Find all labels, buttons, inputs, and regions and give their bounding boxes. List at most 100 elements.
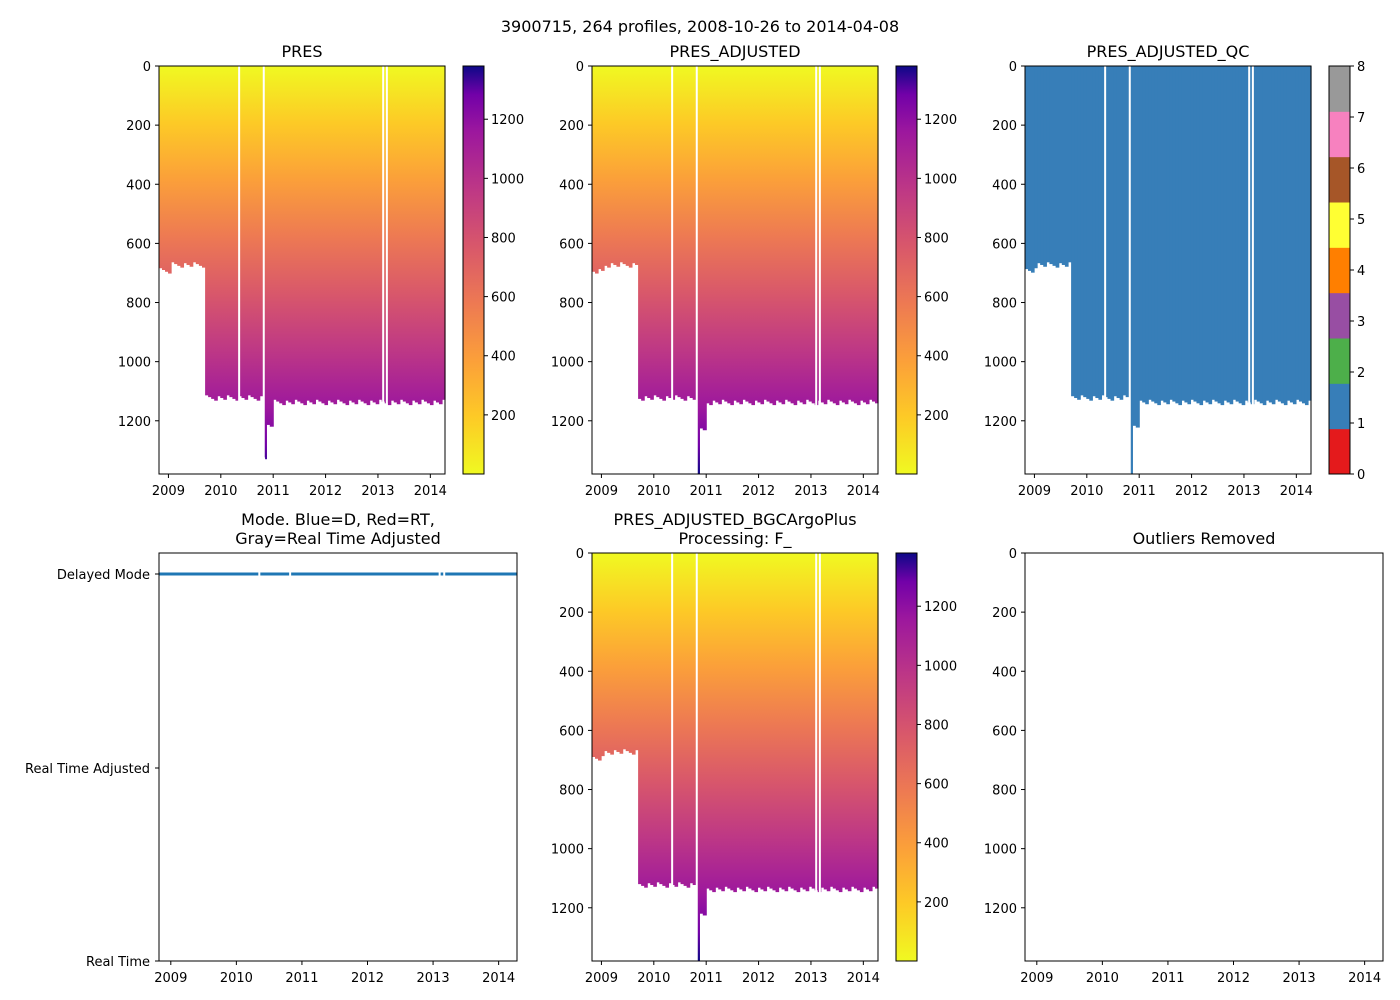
profile-column <box>159 66 163 269</box>
chart-title-line1: Mode. Blue=D, Red=RT, <box>241 510 435 529</box>
profile-column <box>1226 66 1231 403</box>
profile-column <box>853 553 858 889</box>
x-tick-label: 2012 <box>351 971 384 986</box>
profile-column <box>754 66 759 401</box>
y-tick-label: 1000 <box>118 356 151 371</box>
y-tick-label: 600 <box>559 724 584 739</box>
y-tick-label: 600 <box>559 237 584 252</box>
profile-column <box>162 66 166 270</box>
profile-column <box>751 553 756 891</box>
gap-line <box>262 66 265 474</box>
profile-column <box>730 553 734 891</box>
profile-column <box>387 66 392 406</box>
profile-column <box>1205 66 1210 403</box>
heatmap-fill <box>592 66 879 474</box>
profile-column <box>662 553 666 886</box>
profile-column <box>241 66 246 399</box>
colorbar-tick-label: 800 <box>491 231 516 246</box>
profile-column <box>423 66 428 402</box>
profile-column <box>668 66 673 399</box>
profile-column <box>702 553 707 916</box>
gap-line <box>1104 66 1107 474</box>
profile-column <box>709 553 713 891</box>
axes-frame <box>591 552 879 962</box>
profile-column <box>414 66 419 403</box>
profile-column <box>699 66 704 429</box>
colorbar-tick-label: 200 <box>924 896 949 911</box>
profile-column <box>1157 66 1161 406</box>
profile-column <box>871 553 876 887</box>
profile-column <box>250 66 255 398</box>
gap-line <box>695 66 698 474</box>
profile-column <box>671 553 676 886</box>
profile-column <box>668 553 673 884</box>
colorbar-cell <box>1329 111 1350 158</box>
gap-line <box>1251 66 1254 474</box>
profile-column <box>721 66 725 400</box>
profile-column <box>757 66 762 403</box>
profile-column <box>1077 66 1081 400</box>
profile-column <box>656 66 660 398</box>
profile-column <box>674 66 679 396</box>
profile-column <box>432 66 437 401</box>
profile-column <box>1262 66 1267 406</box>
figure-title: 3900715, 264 profiles, 2008-10-26 to 201… <box>501 17 899 36</box>
x-tick-label: 2009 <box>585 971 618 986</box>
profile-column <box>402 66 407 402</box>
chart-title: PRES_ADJUSTED_QC <box>1087 42 1250 62</box>
profile-column <box>823 66 828 405</box>
profile-column <box>1277 66 1282 402</box>
profile-column <box>844 66 849 405</box>
profile-column <box>677 553 682 883</box>
profile-column <box>1049 66 1054 265</box>
x-tick-label: 2014 <box>1280 484 1313 499</box>
profile-column <box>390 66 395 401</box>
x-tick-label: 2011 <box>1151 971 1184 986</box>
x-tick-label: 2013 <box>1283 971 1316 986</box>
gap-line <box>1128 66 1131 474</box>
profile-column <box>808 66 813 402</box>
profile-column <box>635 553 639 751</box>
profile-column <box>769 553 774 889</box>
profile-column <box>1151 66 1155 402</box>
profile-column <box>1086 66 1090 399</box>
profile-column <box>613 553 618 751</box>
profile-column <box>592 66 596 272</box>
profile-column <box>312 66 316 405</box>
chart-title-line2: Processing: F_ <box>678 529 792 549</box>
colorbar-gradient <box>463 66 484 474</box>
colorbar-cell <box>1329 383 1350 430</box>
profile-column <box>1135 66 1140 428</box>
profile-column <box>772 66 777 406</box>
profile-column <box>1184 66 1189 403</box>
profile-column <box>766 553 771 887</box>
profile-column <box>1083 66 1087 398</box>
profile-column <box>180 66 185 268</box>
profile-column <box>683 553 688 886</box>
gap-line <box>671 66 674 474</box>
profile-column <box>826 66 831 400</box>
profile-column <box>790 553 795 889</box>
profile-column <box>739 553 743 890</box>
profile-column <box>1025 66 1029 270</box>
colorbar-tick-label: 5 <box>1357 213 1365 228</box>
profile-column <box>220 66 224 399</box>
chart-panel: Outliers Removed 2009 2010 2011 2012 2013 2014… <box>984 529 1384 986</box>
profile-column <box>1268 66 1273 403</box>
colorbar-tick-label: 1 <box>1357 417 1365 432</box>
profile-column <box>1119 66 1124 400</box>
profile-column <box>1101 66 1106 396</box>
profile-column <box>739 66 743 405</box>
profile-column <box>644 66 648 397</box>
x-tick-label: 2014 <box>414 484 447 499</box>
colorbar-frame <box>895 552 918 962</box>
profile-column <box>1301 66 1306 404</box>
profile-column <box>856 66 861 406</box>
profile-column <box>718 66 722 405</box>
profile-column <box>226 66 230 396</box>
profile-column <box>865 553 870 890</box>
profile-column <box>232 66 237 399</box>
profile-column <box>1271 66 1276 405</box>
profile-column <box>699 553 704 914</box>
profile-column <box>820 66 825 403</box>
